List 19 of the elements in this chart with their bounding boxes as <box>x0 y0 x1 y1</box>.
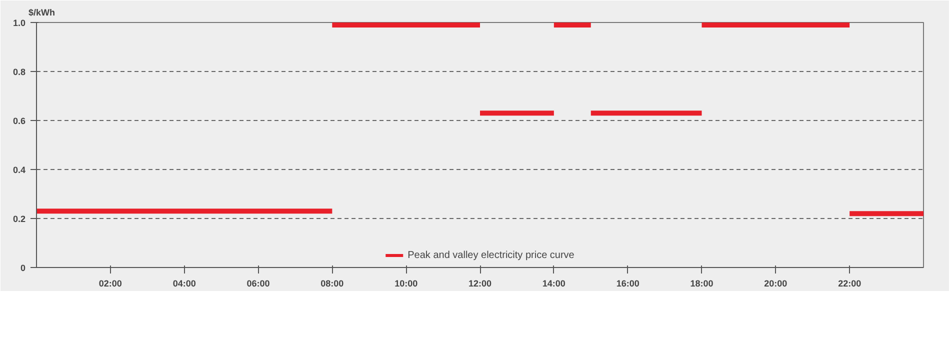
x-tick-label: 14:00 <box>542 278 566 288</box>
y-axis-title: $/kWh <box>28 8 56 18</box>
y-tick-label: 0.6 <box>12 116 26 126</box>
x-tick-label: 06:00 <box>246 278 270 288</box>
x-tick-label: 16:00 <box>616 278 640 288</box>
y-tick-label: 0.2 <box>12 214 26 224</box>
y-tick-label: 0.4 <box>12 165 26 175</box>
legend-label: Peak and valley electricity price curve <box>408 250 574 261</box>
x-tick-label: 20:00 <box>764 278 788 288</box>
y-tick-label: 0.8 <box>12 67 26 77</box>
x-tick-label: 22:00 <box>838 278 862 288</box>
x-tick-label: 18:00 <box>690 278 714 288</box>
y-tick-label: 1.0 <box>12 18 26 28</box>
x-tick-label: 02:00 <box>98 278 122 288</box>
x-tick-label: 12:00 <box>468 278 492 288</box>
y-tick-label: 0 <box>20 263 26 273</box>
x-tick-label: 08:00 <box>320 278 344 288</box>
x-tick-label: 04:00 <box>172 278 196 288</box>
x-tick-label: 10:00 <box>394 278 418 288</box>
